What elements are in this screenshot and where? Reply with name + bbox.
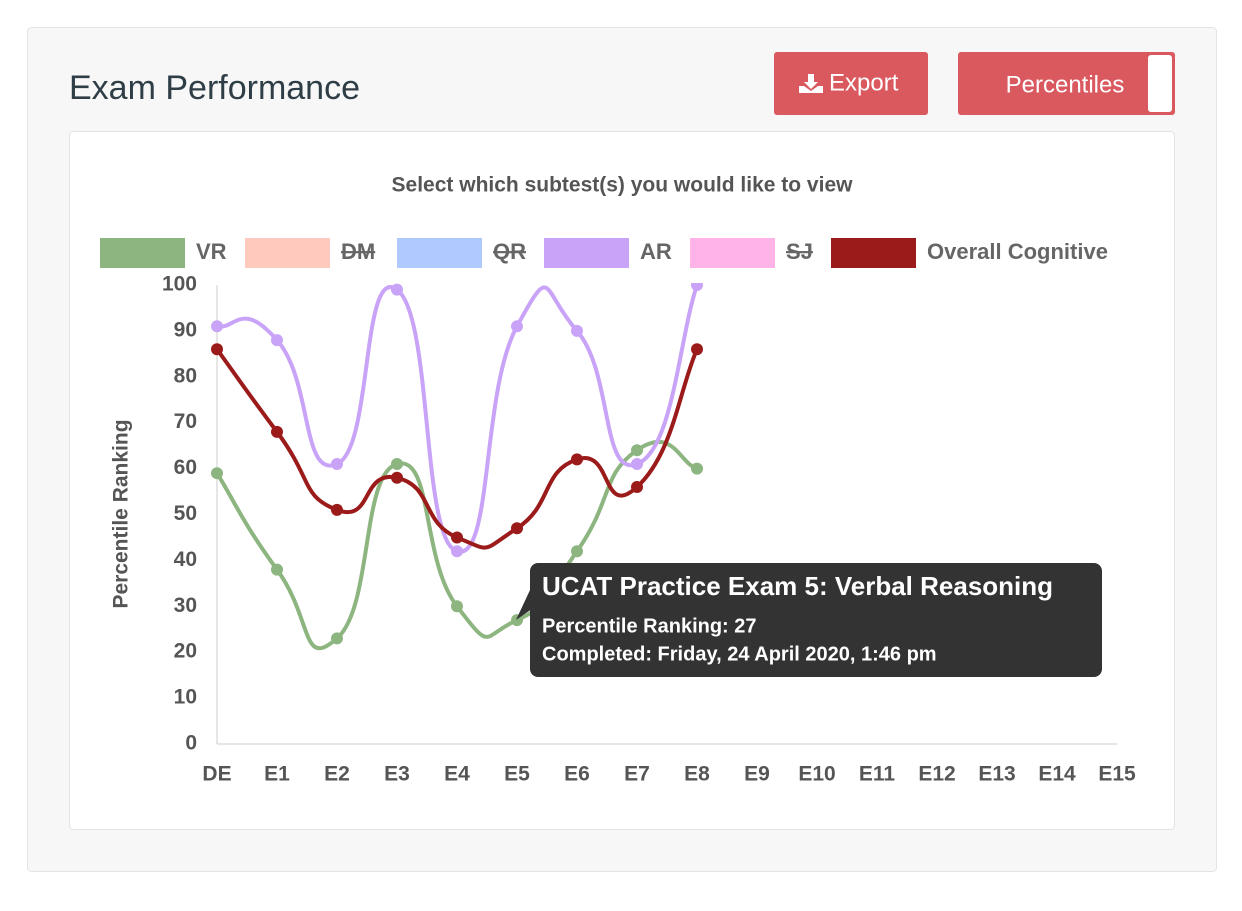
legend-swatch: [100, 238, 185, 268]
data-point: [211, 320, 223, 333]
data-point: [571, 324, 583, 337]
x-tick-label: E5: [504, 763, 530, 786]
x-tick-label: E7: [624, 763, 650, 786]
toggle-bg: [958, 52, 1175, 115]
panel-title: Exam Performance: [69, 69, 360, 107]
percentiles-toggle[interactable]: Percentiles: [958, 52, 1175, 115]
x-tick-label: E8: [684, 763, 710, 786]
marks: 0 10 20 30 40 50 60 70 80 90 100 DE E1 E2 E3 E4 E5 E6 E7 E8…: [162, 273, 1136, 786]
data-point: [331, 632, 343, 645]
export-bg: [774, 52, 928, 115]
legend-swatch: [690, 238, 775, 268]
x-tick-label: DE: [202, 763, 231, 786]
y-tick-label: 10: [174, 686, 197, 709]
legend-label: AR: [640, 239, 672, 264]
y-tick-label: 20: [174, 640, 197, 663]
x-tick-label: E14: [1038, 763, 1076, 786]
legend-swatch: [831, 238, 916, 268]
legend-label: VR: [196, 239, 227, 264]
data-point: [271, 563, 283, 576]
y-tick-label: 90: [174, 318, 197, 341]
data-point: [391, 283, 403, 296]
tooltip-line: Percentile Ranking: 27: [542, 615, 757, 637]
x-tick-label: E10: [798, 763, 835, 786]
y-tick-label: 70: [174, 410, 197, 433]
y-tick-label: 30: [174, 594, 197, 617]
y-axis-title: Percentile Ranking: [110, 419, 133, 608]
legend-label: QR: [493, 239, 526, 264]
data-point: [451, 531, 463, 544]
tooltip-line: Completed: Friday, 24 April 2020, 1:46 p…: [542, 643, 937, 665]
legend-swatch: [397, 238, 482, 268]
y-tick-label: 80: [174, 364, 197, 387]
toggle-label: Percentiles: [1006, 71, 1125, 98]
x-tick-label: E11: [859, 763, 896, 786]
x-tick-label: E4: [444, 763, 470, 786]
chart-box: [69, 131, 1175, 830]
data-point: [331, 503, 343, 516]
x-tick-label: E15: [1098, 763, 1136, 786]
data-point: [511, 320, 523, 333]
tooltip-title: UCAT Practice Exam 5: Verbal Reasoning: [542, 571, 1053, 601]
x-tick-label: E6: [564, 763, 590, 786]
export-button[interactable]: Export: [774, 52, 928, 115]
data-point: [451, 545, 463, 558]
data-point: [691, 343, 703, 356]
legend-label: DM: [341, 239, 375, 264]
data-point: [691, 283, 703, 291]
data-point: [571, 453, 583, 466]
chart-subtitle: Select which subtest(s) you would like t…: [392, 174, 854, 197]
data-point: [691, 462, 703, 475]
data-point: [271, 334, 283, 347]
export-label: Export: [829, 69, 899, 96]
x-tick-label: E2: [324, 763, 350, 786]
legend-label: SJ: [786, 239, 813, 264]
y-tick-label: 0: [185, 732, 197, 755]
data-point: [631, 458, 643, 471]
toggle-knob: [1148, 55, 1172, 112]
data-point: [211, 467, 223, 480]
y-tick-label: 40: [174, 548, 197, 571]
tooltip: UCAT Practice Exam 5: Verbal Reasoning P…: [516, 563, 1102, 677]
data-point: [391, 458, 403, 471]
y-tick-label: 100: [162, 273, 197, 296]
export-icon: [799, 74, 823, 93]
y-tick-label: 60: [174, 456, 197, 479]
data-point: [211, 343, 223, 356]
data-point: [451, 600, 463, 613]
legend-swatch: [245, 238, 330, 268]
data-point: [511, 522, 523, 535]
data-point: [631, 444, 643, 457]
x-tick-label: E9: [744, 763, 770, 786]
x-tick-label: E12: [918, 763, 955, 786]
x-tick-label: E13: [978, 763, 1015, 786]
data-point: [271, 425, 283, 438]
data-point: [391, 471, 403, 484]
data-point: [331, 458, 343, 471]
legend-swatch: [544, 238, 629, 268]
tooltip-bg: [530, 563, 1102, 677]
data-point: [631, 480, 643, 493]
data-point: [571, 545, 583, 558]
legend-label: Overall Cognitive: [927, 239, 1108, 264]
y-tick-label: 50: [174, 502, 197, 525]
x-tick-label: E1: [264, 763, 290, 786]
x-tick-label: E3: [384, 763, 410, 786]
